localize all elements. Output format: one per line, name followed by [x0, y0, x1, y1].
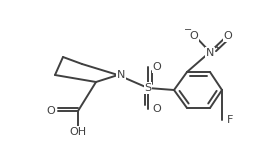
Text: O: O [153, 104, 161, 114]
Text: N: N [117, 70, 125, 80]
Text: O: O [190, 31, 198, 41]
Text: OH: OH [69, 127, 86, 137]
Text: −: − [184, 25, 192, 35]
Text: S: S [144, 83, 151, 93]
Text: F: F [227, 115, 233, 125]
Text: O: O [47, 106, 55, 116]
Text: O: O [153, 62, 161, 72]
Text: N: N [206, 48, 214, 58]
Text: +: + [214, 42, 220, 52]
Text: O: O [224, 31, 232, 41]
